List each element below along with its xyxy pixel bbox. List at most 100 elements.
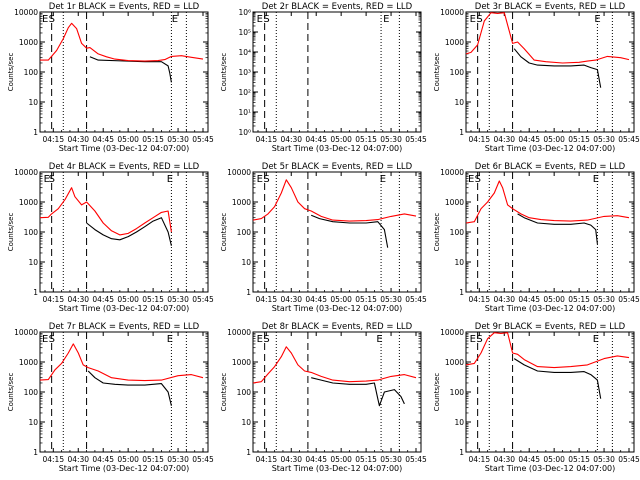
panel-det4r: Det 4r BLACK = Events, RED = LLD 04:15 04:…	[7, 162, 214, 313]
y-tick-label: 1000	[19, 38, 38, 47]
x-tick-label: 04:30	[280, 455, 302, 464]
x-tick-label: 04:45	[518, 455, 540, 464]
x-tick-label: 05:00	[117, 295, 139, 304]
chart-title: Det 7r BLACK = Events, RED = LLD	[49, 322, 200, 332]
y-tick-label: 10	[241, 418, 251, 427]
x-tick-label: 04:30	[493, 295, 515, 304]
y-tick-label: 1000	[445, 358, 464, 367]
chart-title: Det 2r BLACK = Events, RED = LLD	[262, 2, 413, 12]
x-tick-label: 05:15	[142, 295, 164, 304]
event-marker-label: E	[257, 174, 263, 185]
y-tick-label: 1000	[445, 38, 464, 47]
y-tick-label: 10000	[14, 328, 38, 337]
y-tick-label: 1	[459, 288, 464, 297]
x-axis-label: Start Time (03-Dec-12 04:07:00)	[59, 144, 190, 153]
x-tick-label: 05:00	[330, 455, 352, 464]
y-tick-label: 10000	[227, 328, 251, 337]
x-axis-label: Start Time (03-Dec-12 04:07:00)	[272, 464, 403, 473]
panel-det5r: Det 5r BLACK = Events, RED = LLD 04:15 04:…	[220, 162, 427, 313]
event-marker-label: E	[42, 334, 48, 345]
chart-title: Det 4r BLACK = Events, RED = LLD	[49, 162, 200, 172]
chart-title: Det 9r BLACK = Events, RED = LLD	[475, 322, 626, 332]
x-tick-label: 05:45	[618, 295, 640, 304]
plot-frame	[465, 11, 635, 133]
y-tick-label: 1	[33, 288, 38, 297]
chart-title: Det 3r BLACK = Events, RED = LLD	[475, 2, 626, 12]
plot-frame	[39, 331, 209, 453]
x-tick-label: 05:15	[142, 135, 164, 144]
x-tick-label: 04:45	[518, 135, 540, 144]
event-marker-label: E	[257, 334, 263, 345]
series-events-line	[311, 377, 405, 407]
y-tick-label: 10000	[440, 328, 464, 337]
event-marker-label: E	[593, 174, 599, 185]
x-tick-label: 04:15	[468, 295, 490, 304]
x-tick-label: 05:30	[380, 455, 402, 464]
series-events-line	[513, 48, 602, 88]
y-tick-label: 10⁰	[238, 128, 251, 137]
plot-frame	[465, 331, 635, 453]
y-tick-label: 10	[28, 258, 38, 267]
x-tick-label: 05:00	[330, 135, 352, 144]
chart-title: Det 8r BLACK = Events, RED = LLD	[262, 322, 413, 332]
x-tick-label: 04:15	[255, 295, 277, 304]
event-marker-label: E	[44, 174, 50, 185]
x-tick-label: 05:15	[142, 455, 164, 464]
x-tick-label: 05:30	[167, 455, 189, 464]
event-marker-label: E	[42, 14, 48, 25]
y-tick-label: 1	[33, 128, 38, 137]
series-events-line	[513, 358, 602, 399]
series-lld-line	[40, 22, 204, 62]
chart-title: Det 5r BLACK = Events, RED = LLD	[262, 162, 413, 172]
x-axis-label: Start Time (03-Dec-12 04:07:00)	[485, 304, 616, 313]
event-marker-label: E	[376, 334, 382, 345]
x-tick-label: 05:45	[618, 135, 640, 144]
y-tick-label: 100	[450, 388, 465, 397]
y-axis-label: Counts/sec	[433, 373, 441, 412]
x-tick-label: 05:15	[568, 295, 590, 304]
x-tick-label: 04:45	[92, 455, 114, 464]
x-tick-label: 04:45	[305, 295, 327, 304]
y-tick-label: 10	[454, 418, 464, 427]
series-lld-line	[252, 346, 417, 384]
y-tick-label: 10¹	[238, 108, 251, 117]
y-axis-label: Counts/sec	[433, 213, 441, 252]
x-tick-label: 05:00	[543, 295, 565, 304]
x-tick-label: 04:15	[42, 135, 64, 144]
x-tick-label: 04:15	[42, 295, 64, 304]
x-tick-label: 05:15	[355, 295, 377, 304]
event-marker-label: S	[263, 334, 269, 345]
plot-frame	[39, 11, 209, 133]
x-tick-label: 05:45	[192, 295, 214, 304]
y-tick-label: 10000	[227, 168, 251, 177]
y-tick-label: 10	[241, 258, 251, 267]
x-tick-label: 05:00	[543, 135, 565, 144]
y-tick-label: 100	[237, 388, 252, 397]
x-tick-label: 04:30	[493, 135, 515, 144]
event-marker-label: S	[475, 174, 481, 185]
x-tick-label: 05:30	[593, 135, 615, 144]
x-tick-label: 04:45	[305, 135, 327, 144]
y-tick-label: 100	[24, 388, 39, 397]
y-tick-label: 1	[459, 128, 464, 137]
series-events-line	[86, 217, 172, 246]
y-tick-label: 1000	[232, 358, 251, 367]
x-tick-label: 05:30	[593, 295, 615, 304]
y-tick-label: 1000	[19, 358, 38, 367]
x-tick-label: 04:45	[305, 455, 327, 464]
y-axis-label: Counts/sec	[220, 53, 228, 92]
x-tick-label: 05:30	[167, 295, 189, 304]
y-tick-label: 10⁴	[238, 48, 251, 57]
x-tick-label: 04:30	[493, 455, 515, 464]
series-lld-line	[465, 180, 630, 224]
series-events-line	[87, 370, 172, 406]
series-lld-line	[465, 12, 630, 64]
y-tick-label: 10000	[440, 8, 464, 17]
series-lld-line	[39, 343, 204, 382]
event-marker-label: S	[49, 334, 55, 345]
x-axis-label: Start Time (03-Dec-12 04:07:00)	[485, 144, 616, 153]
x-tick-label: 04:30	[67, 295, 89, 304]
